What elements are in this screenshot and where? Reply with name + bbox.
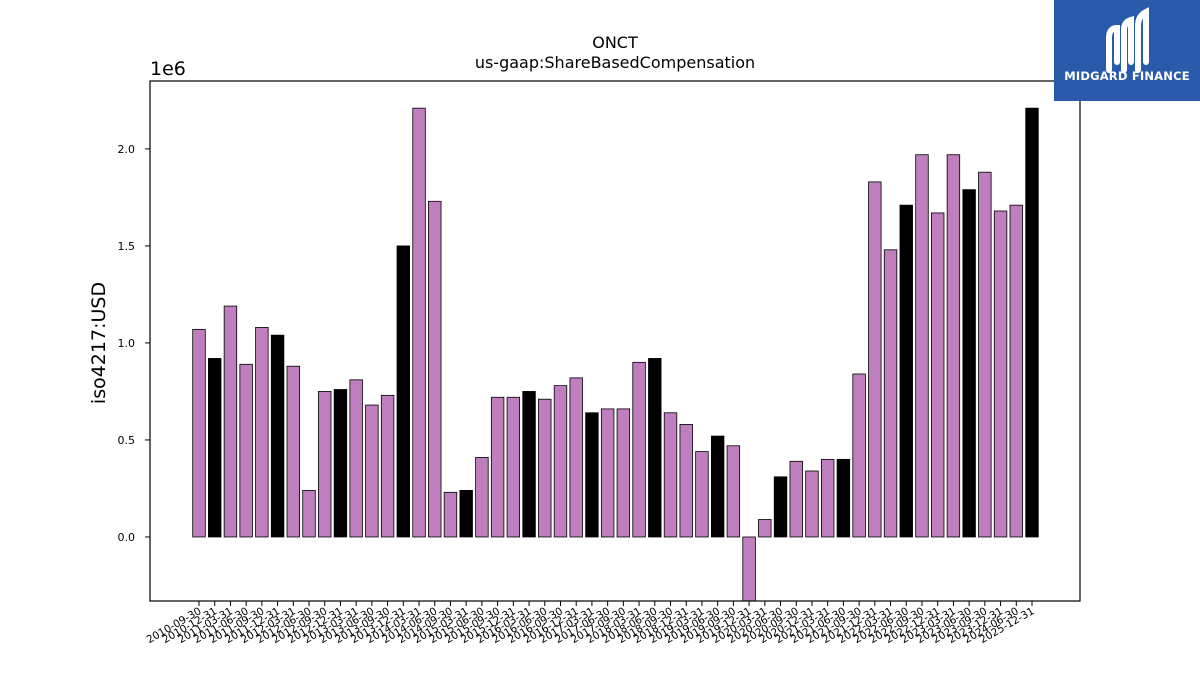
bar [553, 385, 568, 538]
bar [600, 408, 615, 538]
bar [663, 412, 678, 538]
bar [710, 435, 725, 538]
y-tick-label: 0.0 [118, 531, 136, 544]
bar [239, 363, 253, 538]
bar [679, 424, 693, 538]
brand-name: MIDGARD FINANCE [1064, 69, 1190, 83]
bar [616, 408, 631, 538]
bar [883, 249, 898, 538]
y-tick-label: 1.5 [118, 240, 136, 253]
bar [380, 394, 395, 538]
bar [506, 396, 521, 538]
bar [805, 470, 819, 538]
y-axis-label: iso4217:USD [88, 282, 110, 404]
bar [632, 361, 646, 538]
bar [443, 491, 458, 538]
y-axis-ticks: 0.0 0.5 1.0 1.5 2.0 [118, 143, 150, 544]
bar [286, 365, 300, 538]
brand-logo: MIDGARD FINANCE [1054, 0, 1200, 101]
x-axis-ticks: 2010-09-302010-12-312011-03-312011-06-30… [145, 601, 1037, 646]
bar [192, 328, 206, 538]
bar [1009, 204, 1023, 538]
bar [852, 373, 866, 538]
bar [318, 391, 332, 538]
bar [726, 445, 741, 538]
bar [396, 245, 411, 538]
bar [899, 204, 913, 538]
bar [459, 490, 473, 538]
bar [490, 396, 505, 538]
y-tick-label: 0.5 [118, 434, 136, 447]
bar [428, 200, 442, 538]
bar [836, 458, 851, 538]
bar [868, 181, 882, 538]
bar [758, 519, 772, 538]
bar [255, 327, 269, 538]
bar [915, 154, 929, 538]
bars [192, 107, 1039, 602]
bar [223, 305, 238, 538]
bar [820, 458, 835, 538]
bar [365, 404, 379, 538]
bar [978, 171, 992, 538]
bar [412, 107, 426, 538]
bar [931, 212, 945, 538]
bar [773, 476, 788, 538]
bar [522, 391, 536, 538]
bar [475, 457, 489, 538]
bar [993, 210, 1008, 538]
bar [538, 398, 552, 538]
bar [333, 389, 348, 538]
bar [349, 379, 363, 538]
bar [270, 334, 285, 538]
bar [695, 451, 709, 538]
y-tick-label: 1.0 [118, 337, 136, 350]
bar [789, 460, 803, 538]
plot-frame [149, 80, 1081, 602]
chart-title: ONCT [592, 33, 638, 52]
bar [648, 358, 662, 538]
bar [962, 189, 976, 538]
midgard-m-logo-icon [1106, 7, 1149, 73]
chart-subtitle: us-gaap:ShareBasedCompensation [475, 53, 755, 72]
y-tick-label: 2.0 [118, 143, 136, 156]
bar [1025, 107, 1039, 538]
y-axis-multiplier: 1e6 [150, 58, 186, 80]
bar [946, 154, 961, 538]
bar [569, 377, 583, 538]
bar [742, 536, 756, 602]
bar [585, 412, 599, 538]
bar [208, 358, 222, 538]
bar [302, 490, 316, 538]
